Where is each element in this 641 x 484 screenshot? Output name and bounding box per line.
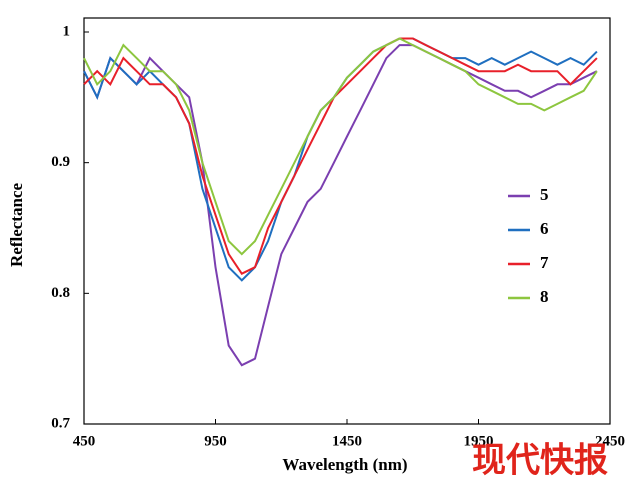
y-axis-label: Reflectance	[7, 183, 26, 267]
legend-label: 5	[540, 185, 549, 204]
y-tick-label: 0.8	[51, 285, 70, 301]
series-line	[83, 37, 598, 256]
x-tick-label: 2450	[595, 433, 625, 449]
series-line	[83, 37, 598, 275]
x-tick-label: 1950	[464, 433, 494, 449]
y-tick-label: 1	[63, 23, 71, 39]
y-tick-label: 0.9	[51, 154, 70, 170]
watermark: 现代快报	[472, 441, 608, 481]
series-line	[83, 44, 598, 367]
x-axis-label: Wavelength (nm)	[282, 455, 407, 474]
series-line	[83, 37, 598, 282]
x-tick-label: 1450	[332, 433, 362, 449]
legend-label: 8	[540, 287, 549, 306]
y-tick-label: 0.7	[51, 415, 70, 431]
legend-label: 6	[540, 219, 549, 238]
x-tick-label: 950	[204, 433, 227, 449]
x-tick-label: 450	[73, 433, 96, 449]
legend-label: 7	[540, 253, 549, 272]
